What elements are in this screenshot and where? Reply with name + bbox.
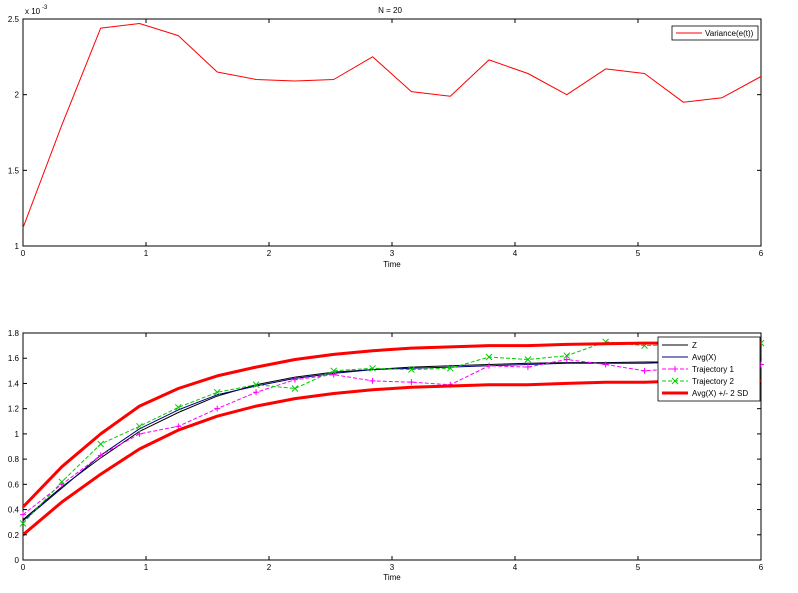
- y-tick-label: 1.6: [8, 354, 20, 363]
- data-point-marker: [291, 385, 299, 392]
- series-line-1: [22, 361, 761, 520]
- x-tick-label: 1: [144, 563, 149, 572]
- data-point-marker: [330, 371, 337, 378]
- data-point-marker: [602, 361, 609, 368]
- x-axis-label: Time: [383, 260, 401, 269]
- data-point-marker: [136, 430, 143, 437]
- data-point-marker: [252, 381, 260, 389]
- data-point-marker: [563, 352, 571, 360]
- y-tick-label: 2: [15, 91, 20, 100]
- y-tick-label: 0.4: [8, 506, 20, 515]
- legend-label-z: Z: [692, 341, 697, 350]
- plot-frame: [22, 18, 762, 247]
- y-tick-label: 1.2: [8, 405, 20, 414]
- x-tick-label: 5: [636, 563, 641, 572]
- legend: Variance(e(t)): [671, 25, 759, 41]
- x-tick-label: 5: [636, 249, 641, 258]
- data-point-marker: [214, 405, 221, 412]
- legend-label-traj2: Trajectory 2: [692, 377, 734, 386]
- x-axis-label: Time: [383, 573, 401, 582]
- x-tick-label: 0: [21, 249, 26, 258]
- x-tick-label: 0: [21, 563, 26, 572]
- y-tick-label: 0.2: [8, 531, 20, 540]
- legend: Z Avg(X) Trajectory 1 Trajectory 2 Avg(X…: [657, 336, 761, 402]
- x-tick-label: 6: [759, 563, 764, 572]
- legend-marker-traj2: [671, 377, 679, 385]
- data-point-marker: [175, 423, 182, 430]
- y-tick-label: 0.8: [8, 455, 20, 464]
- plot-frame: [22, 332, 762, 561]
- variance-plot: N = 20 x 10 -3 0 1 2 3 4 5 611.522.5 Time Vari…: [8, 5, 764, 269]
- x-tick-label: 3: [390, 249, 395, 258]
- legend-label-band: Avg(X) +/- 2 SD: [692, 389, 748, 398]
- data-point-marker: [524, 364, 531, 371]
- trajectory-plot: 0 1 2 3 4 5 6 0 0.2 0.4 0.6 0.8 1 1.2 1.4 1.6 1.8 Time Z…: [8, 329, 765, 582]
- data-point-marker: [97, 440, 105, 448]
- data-point-marker: [408, 379, 415, 386]
- legend-marker-traj1: [672, 366, 678, 372]
- x-tick-label: 3: [390, 563, 395, 572]
- data-point-marker: [408, 366, 415, 373]
- data-point-marker: [291, 376, 298, 383]
- y-tick-label: 1: [15, 430, 20, 439]
- data-point-marker: [136, 422, 143, 430]
- legend-box: [671, 25, 759, 41]
- data-point-marker: [97, 452, 104, 459]
- y-tick-label: 2.5: [8, 15, 20, 24]
- x-tick-label: 6: [759, 249, 764, 258]
- data-point-marker: [641, 367, 648, 374]
- data-point-marker: [563, 356, 570, 363]
- legend-label-avg: Avg(X): [692, 353, 717, 362]
- data-point-marker: [253, 389, 260, 396]
- legend-label-traj1: Trajectory 1: [692, 365, 734, 374]
- data-point-marker: [19, 520, 27, 527]
- x-tick-label: 2: [267, 563, 272, 572]
- series-line-6: [22, 379, 761, 536]
- data-point-marker: [20, 511, 26, 518]
- data-point-marker: [330, 367, 338, 375]
- y-tick-label: 0: [15, 556, 20, 565]
- series-line-4: [22, 341, 762, 524]
- legend-label-variance: Variance(e(t)): [705, 29, 754, 38]
- series-line-3: [22, 359, 762, 515]
- y-exponent-label: x 10: [25, 7, 41, 16]
- data-point-marker: [58, 478, 66, 486]
- data-point-marker: [174, 404, 182, 411]
- data-point-marker: [485, 353, 493, 361]
- series-line-2: [22, 361, 761, 522]
- y-tick-label: 1.4: [8, 379, 20, 388]
- x-tick-label: 1: [144, 249, 149, 258]
- data-point-marker: [486, 362, 493, 369]
- series-line-1: [22, 23, 762, 228]
- y-exponent-power: -3: [42, 5, 48, 11]
- data-point-marker: [369, 377, 376, 384]
- y-tick-label: 0.6: [8, 480, 20, 489]
- y-tick-label: 1: [15, 242, 20, 251]
- series-line-5: [21, 341, 761, 509]
- x-tick-label: 4: [513, 563, 518, 572]
- data-point-marker: [213, 388, 221, 396]
- y-tick-label: 1.5: [8, 166, 20, 175]
- data-point-marker: [369, 364, 376, 372]
- data-point-marker: [446, 364, 454, 372]
- x-tick-label: 4: [513, 249, 518, 258]
- chart-title: N = 20: [378, 6, 402, 15]
- x-tick-label: 2: [267, 249, 272, 258]
- y-tick-label: 1.8: [8, 329, 20, 338]
- data-point-marker: [524, 356, 532, 363]
